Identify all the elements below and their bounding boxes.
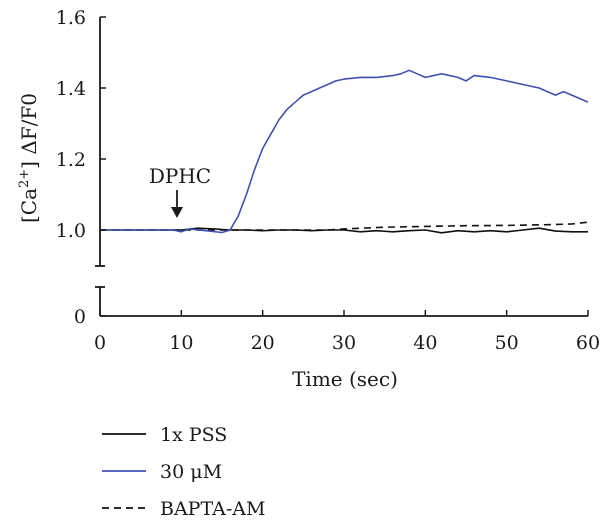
y-axis-title-prefix: [Ca xyxy=(17,188,41,223)
x-tick-label: 0 xyxy=(94,332,106,354)
x-tick-label: 10 xyxy=(169,332,193,354)
y-tick-label-zero: 0 xyxy=(74,306,86,328)
y-tick-label: 1.6 xyxy=(56,7,86,29)
y-tick-label: 1.0 xyxy=(56,220,86,242)
x-tick-label: 60 xyxy=(576,332,600,354)
x-axis-title: Time (sec) xyxy=(292,367,398,391)
tick-labels: 0 10 20 30 40 50 60 1.0 1.2 1.4 1.6 0 xyxy=(56,7,600,354)
x-tick-label: 20 xyxy=(251,332,275,354)
y-axis-title-suffix: ] ΔF/F0 xyxy=(17,93,41,169)
y-tick-label: 1.4 xyxy=(56,78,86,100)
series-line xyxy=(100,221,589,231)
y-tick-label: 1.2 xyxy=(56,149,86,171)
plot-lines xyxy=(100,69,589,234)
y-axis-title: [Ca2+] ΔF/F0 xyxy=(17,93,41,223)
dphc-annotation: DPHC xyxy=(149,164,211,218)
series-line xyxy=(100,227,588,234)
x-tick-label: 30 xyxy=(332,332,356,354)
x-tick-label: 40 xyxy=(413,332,437,354)
series-line xyxy=(100,69,589,234)
legend: 1x PSS 30 μM BAPTA-AM xyxy=(102,424,265,520)
annotation-arrow-head xyxy=(171,207,183,218)
legend-label: BAPTA-AM xyxy=(160,498,265,520)
legend-label: 1x PSS xyxy=(160,424,227,446)
annotation-label: DPHC xyxy=(149,164,211,188)
tick-marks xyxy=(99,16,589,317)
legend-label: 30 μM xyxy=(160,461,222,483)
y-axis-title-superscript: 2+ xyxy=(17,169,32,188)
x-tick-label: 50 xyxy=(495,332,519,354)
